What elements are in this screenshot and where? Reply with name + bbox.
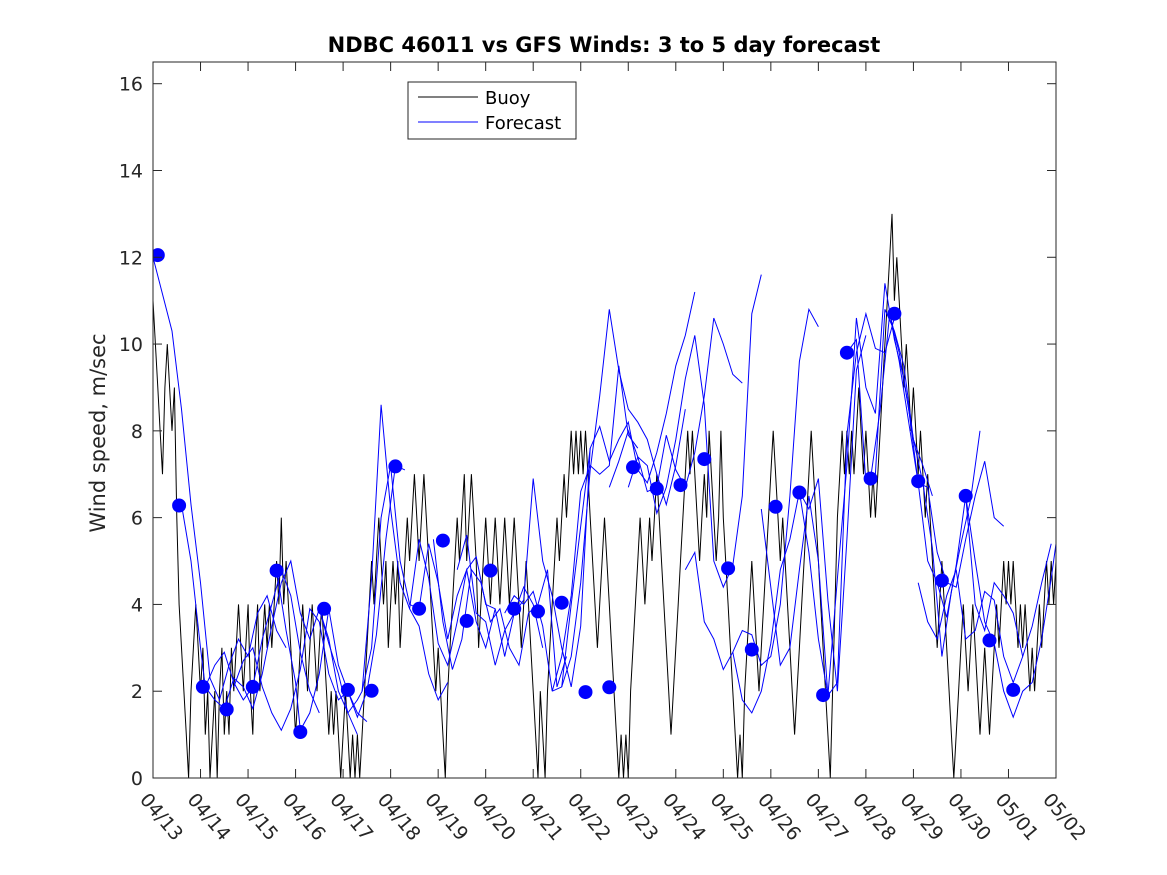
forecast-marker [602,680,617,695]
forecast-marker [340,682,355,697]
legend: Buoy Forecast [407,81,577,140]
y-tick-label: 2 [131,681,143,703]
forecast-marker [554,595,569,610]
forecast-marker [649,481,664,496]
plot-area [153,62,1056,778]
forecast-marker [887,306,902,321]
series-line-forecast-run [561,291,696,687]
series-line-forecast-run [181,504,320,714]
plot-frame [152,61,1057,779]
forecast-marker [863,471,878,486]
forecast-marker [507,601,522,616]
forecast-marker [982,633,997,648]
forecast-marker [1006,682,1021,697]
forecast-marker [744,642,759,657]
forecast-marker [911,474,926,489]
series-line-forecast-run [409,539,544,667]
forecast-marker [364,683,379,698]
forecast-marker [269,563,284,578]
forecast-marker [697,452,712,467]
series-line-forecast-run [889,313,1024,657]
forecast-marker [958,488,973,503]
series-line-forecast-run [153,257,287,702]
y-tick-label: 14 [119,160,143,182]
y-tick-label: 0 [131,768,143,790]
forecast-marker [768,499,783,514]
y-tick-label: 16 [119,74,143,96]
series-line-forecast-run [551,309,686,692]
series-line-forecast-run [965,495,1056,719]
legend-label-forecast: Forecast [485,113,561,134]
series-line-forecast-run [204,559,358,735]
series-line-forecast-run [432,539,567,688]
series-line-forecast-run [684,307,819,671]
forecast-marker [792,485,807,500]
series-line-forecast-run [608,317,743,493]
y-tick-label: 8 [131,421,143,443]
forecast-marker [388,459,403,474]
legend-label-buoy: Buoy [485,88,531,109]
forecast-marker [531,604,545,619]
forecast-marker [153,248,165,263]
y-tick-label: 6 [131,508,143,530]
forecast-marker [839,345,854,360]
forecast-marker [219,702,234,717]
forecast-marker [245,679,260,694]
series-line-forecast-run [318,404,449,714]
forecast-marker [578,685,593,700]
forecast-marker [934,573,949,588]
forecast-marker [195,679,210,694]
series-line-forecast-run [276,464,406,732]
series-line-forecast-run [361,465,496,692]
chart-title: NDBC 46011 vs GFS Winds: 3 to 5 day fore… [328,33,881,57]
forecast-marker [459,613,474,628]
series-line-buoy [153,213,1056,778]
forecast-marker [317,601,332,616]
legend-box [407,81,577,140]
forecast-marker [172,498,187,513]
forecast-marker [816,688,831,703]
series-line-forecast-run [504,365,639,692]
y-tick-label: 10 [119,334,143,356]
series-line-forecast-run [627,274,762,589]
forecast-marker [293,725,308,739]
forecast-marker [483,563,498,578]
forecast-marker [721,561,736,576]
series-line-forecast-run [456,448,591,688]
y-tick-label: 12 [119,247,143,269]
y-tick-label: 4 [131,594,143,616]
series-line-forecast-run [870,313,1005,588]
forecast-marker [435,533,450,548]
forecast-marker [412,601,427,616]
data-layer [153,213,1056,778]
forecast-marker [626,460,640,475]
series-line-forecast-run [917,543,1052,684]
forecast-marker [673,478,688,493]
y-axis-label: Wind speed, m/sec [86,333,110,532]
